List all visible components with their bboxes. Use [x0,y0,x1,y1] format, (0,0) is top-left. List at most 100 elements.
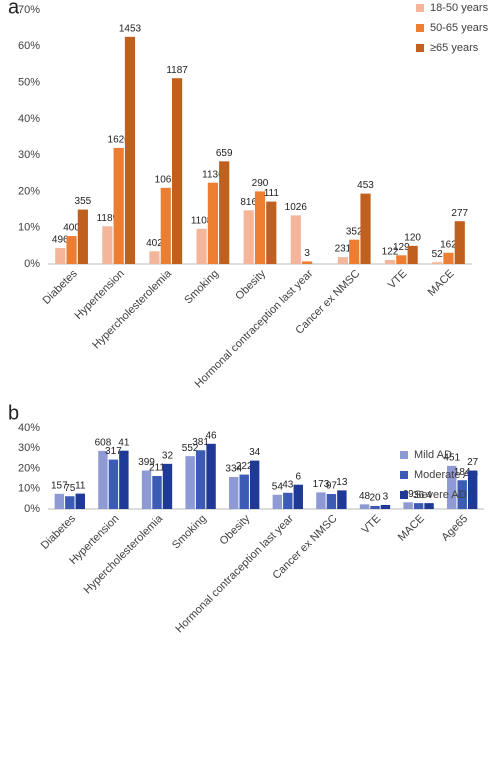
bar [467,470,478,509]
bar [195,450,206,509]
value-label: 816 [240,197,257,208]
value-label: 355 [75,196,92,207]
panel-label: a [8,0,20,18]
y-tick-label: 20% [18,185,40,197]
value-label: 122 [382,247,399,258]
x-tick-label: Smoking [170,513,209,552]
y-tick-label: 30% [18,442,40,454]
bar [124,36,136,265]
bar [290,215,301,264]
legend-swatch [416,24,424,32]
bar [403,502,413,509]
value-label: 453 [357,180,374,191]
value-label: 20 [369,493,381,504]
bar [457,480,467,509]
bar [413,503,424,509]
value-label: 211 [149,463,165,474]
bar [239,474,249,509]
value-label: 400 [63,223,80,234]
bar [380,504,391,509]
value-label: 36 [413,490,425,501]
value-label: 157 [51,480,68,491]
bar [65,496,75,509]
bar [272,494,283,509]
value-label: 1453 [119,23,142,34]
y-tick-label: 40% [18,422,40,434]
value-label: 496 [52,235,69,246]
bar [360,193,371,264]
y-tick-label: 10% [18,483,40,495]
legend-swatch [416,44,424,52]
legend-swatch [400,471,408,479]
value-label: 352 [346,226,363,237]
bar [206,443,216,509]
x-tick-label: Diabetes [39,512,79,552]
value-label: 97 [326,481,338,492]
x-tick-label: Obesity [233,267,268,302]
x-tick-label: Hypercholesterolemia [81,512,165,596]
bar [108,459,119,509]
bar [283,492,293,509]
x-tick-label: VTE [386,268,410,292]
value-label: 277 [451,208,468,219]
bar [102,226,113,264]
value-label: 1136 [202,169,224,180]
value-label: 334 [225,464,242,475]
value-label: 52 [432,249,444,260]
value-label: 381 [192,437,209,448]
bar [293,484,303,509]
value-label: 54 [272,481,284,492]
bar [207,182,218,264]
y-tick-label: 50% [18,76,40,88]
value-label: 1026 [285,202,308,213]
bar [162,463,173,509]
value-label: 1189 [97,213,119,224]
bar [98,450,108,509]
bar [149,251,160,264]
bar [359,504,370,509]
value-label: 608 [95,438,112,449]
value-label: 451 [443,453,460,464]
bar [337,490,347,509]
bar [152,475,162,509]
value-label: 1620 [108,135,131,146]
value-label: 184 [454,467,471,478]
bar [160,187,171,264]
y-tick-label: 60% [18,40,40,52]
bar [454,221,465,264]
x-tick-label: Diabetes [41,267,81,307]
value-label: 32 [162,450,174,461]
value-label: 129 [393,242,410,253]
bar [302,261,313,264]
legend-label: Mild AD [414,449,452,461]
value-label: 46 [206,430,218,441]
bar [243,210,254,264]
bar [75,493,85,509]
bar [113,147,124,264]
value-label: 41 [118,437,130,448]
legend-label: Moderate AD [414,469,478,481]
bar [77,209,88,264]
bar [249,460,260,509]
legend-swatch [400,491,408,499]
value-label: 120 [404,232,421,243]
value-label: 222 [236,461,253,472]
bar [407,245,418,264]
bar [396,255,407,264]
value-label: 48 [359,491,371,502]
value-label: 290 [252,178,269,189]
bar [337,257,349,264]
value-label: 43 [282,479,294,490]
bar [370,505,380,509]
value-label: 6 [295,471,301,482]
value-label: 317 [105,446,122,457]
bar [141,470,152,509]
bar [349,239,360,264]
legend-swatch [416,4,424,12]
x-tick-label: MACE [396,513,427,544]
bar [171,78,183,265]
legend-swatch [400,451,408,459]
value-label: 111 [264,188,280,199]
